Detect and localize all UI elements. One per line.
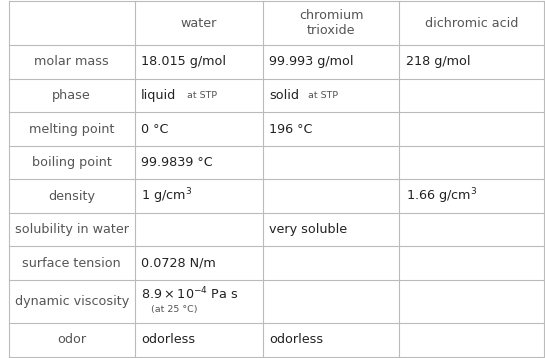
Text: odorless: odorless: [141, 333, 195, 346]
Text: liquid: liquid: [141, 89, 176, 102]
Text: 18.015 g/mol: 18.015 g/mol: [141, 55, 226, 68]
Text: 196 °C: 196 °C: [269, 122, 313, 136]
Text: surface tension: surface tension: [22, 257, 121, 270]
Text: solid: solid: [269, 89, 299, 102]
Text: at STP: at STP: [302, 91, 338, 100]
Text: $1.66$ g/cm$^3$: $1.66$ g/cm$^3$: [405, 187, 477, 206]
Text: odorless: odorless: [269, 333, 323, 346]
Text: 0.0728 N/m: 0.0728 N/m: [141, 257, 216, 270]
Text: phase: phase: [52, 89, 91, 102]
Text: $8.9\times10^{-4}$ Pa s: $8.9\times10^{-4}$ Pa s: [141, 285, 238, 302]
Text: chromium
trioxide: chromium trioxide: [299, 9, 364, 37]
Text: molar mass: molar mass: [34, 55, 109, 68]
Text: density: density: [48, 190, 95, 203]
Text: 99.9839 °C: 99.9839 °C: [141, 156, 213, 169]
Text: dichromic acid: dichromic acid: [425, 17, 518, 30]
Text: water: water: [180, 17, 217, 30]
Text: dynamic viscosity: dynamic viscosity: [15, 295, 129, 308]
Text: boiling point: boiling point: [32, 156, 112, 169]
Text: at STP: at STP: [181, 91, 217, 100]
Text: $1$ g/cm$^3$: $1$ g/cm$^3$: [141, 187, 192, 206]
Text: (at 25 °C): (at 25 °C): [150, 305, 197, 314]
Text: solubility in water: solubility in water: [15, 223, 129, 236]
Text: very soluble: very soluble: [269, 223, 347, 236]
Text: 218 g/mol: 218 g/mol: [405, 55, 470, 68]
Text: 0 °C: 0 °C: [141, 122, 168, 136]
Text: odor: odor: [57, 333, 86, 346]
Text: 99.993 g/mol: 99.993 g/mol: [269, 55, 354, 68]
Text: melting point: melting point: [29, 122, 114, 136]
